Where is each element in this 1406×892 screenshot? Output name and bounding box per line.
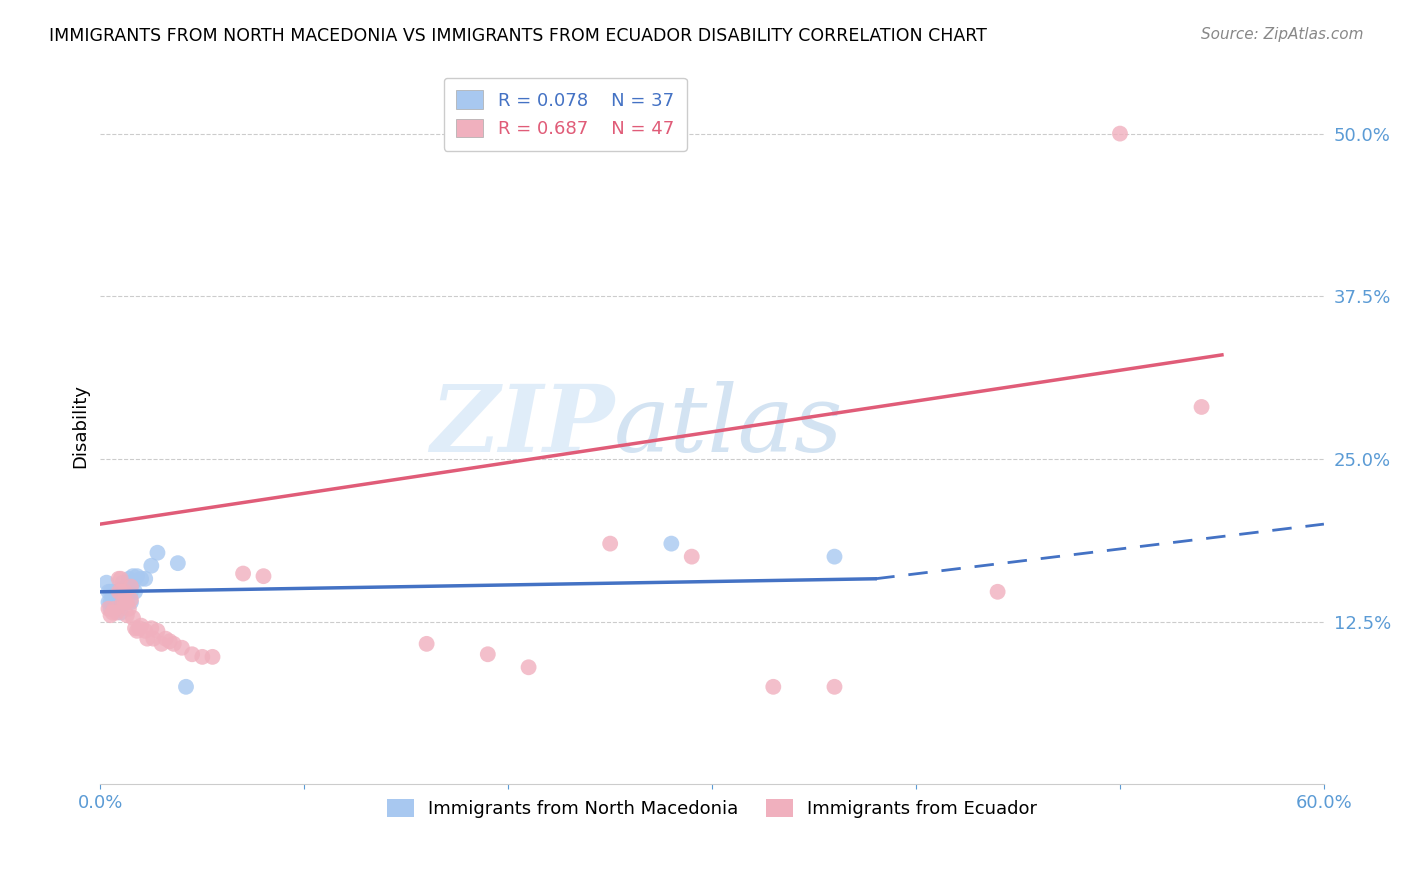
Point bbox=[517, 660, 540, 674]
Point bbox=[166, 556, 188, 570]
Point bbox=[114, 584, 136, 599]
Point bbox=[105, 606, 128, 620]
Point bbox=[987, 584, 1010, 599]
Point bbox=[762, 680, 785, 694]
Point bbox=[100, 584, 122, 599]
Point bbox=[142, 632, 165, 646]
Text: ZIP: ZIP bbox=[430, 382, 614, 472]
Point bbox=[107, 584, 129, 599]
Point bbox=[124, 621, 146, 635]
Point bbox=[111, 575, 134, 590]
Point bbox=[129, 618, 152, 632]
Point bbox=[136, 632, 159, 646]
Point bbox=[115, 608, 138, 623]
Point bbox=[681, 549, 703, 564]
Point bbox=[118, 572, 141, 586]
Point bbox=[118, 601, 141, 615]
Point bbox=[824, 549, 846, 564]
Point bbox=[114, 595, 136, 609]
Point bbox=[120, 580, 142, 594]
Point bbox=[96, 575, 118, 590]
Point bbox=[125, 624, 148, 638]
Point bbox=[824, 680, 846, 694]
Point bbox=[101, 606, 124, 620]
Point bbox=[110, 606, 132, 620]
Point bbox=[115, 580, 138, 594]
Point bbox=[124, 584, 146, 599]
Point bbox=[125, 569, 148, 583]
Point bbox=[100, 595, 122, 609]
Point bbox=[150, 637, 173, 651]
Point bbox=[415, 637, 437, 651]
Y-axis label: Disability: Disability bbox=[72, 384, 89, 468]
Point bbox=[122, 575, 145, 590]
Point bbox=[181, 647, 204, 661]
Text: Source: ZipAtlas.com: Source: ZipAtlas.com bbox=[1201, 27, 1364, 42]
Point bbox=[159, 634, 181, 648]
Point bbox=[146, 624, 169, 638]
Point bbox=[1109, 127, 1132, 141]
Point bbox=[114, 575, 136, 590]
Point bbox=[104, 601, 127, 615]
Point bbox=[174, 680, 197, 694]
Point bbox=[107, 584, 129, 599]
Text: atlas: atlas bbox=[614, 382, 844, 472]
Point bbox=[100, 601, 122, 615]
Point bbox=[141, 621, 163, 635]
Point bbox=[110, 584, 132, 599]
Point bbox=[122, 569, 145, 583]
Point bbox=[122, 611, 145, 625]
Text: IMMIGRANTS FROM NORTH MACEDONIA VS IMMIGRANTS FROM ECUADOR DISABILITY CORRELATIO: IMMIGRANTS FROM NORTH MACEDONIA VS IMMIG… bbox=[49, 27, 987, 45]
Point bbox=[134, 572, 156, 586]
Point bbox=[101, 584, 124, 599]
Point bbox=[232, 566, 254, 581]
Point bbox=[105, 601, 128, 615]
Point bbox=[599, 536, 621, 550]
Point bbox=[105, 584, 128, 599]
Point bbox=[101, 595, 124, 609]
Legend: Immigrants from North Macedonia, Immigrants from Ecuador: Immigrants from North Macedonia, Immigra… bbox=[380, 792, 1045, 825]
Point bbox=[191, 649, 214, 664]
Point bbox=[252, 569, 274, 583]
Point bbox=[97, 601, 120, 615]
Point bbox=[201, 649, 224, 664]
Point bbox=[170, 640, 193, 655]
Point bbox=[100, 608, 122, 623]
Point bbox=[107, 572, 129, 586]
Point bbox=[141, 558, 163, 573]
Point bbox=[110, 572, 132, 586]
Point bbox=[104, 584, 127, 599]
Point bbox=[105, 592, 128, 607]
Point bbox=[111, 595, 134, 609]
Point bbox=[134, 624, 156, 638]
Point bbox=[146, 546, 169, 560]
Point bbox=[477, 647, 499, 661]
Point bbox=[1191, 400, 1213, 414]
Point bbox=[120, 592, 142, 607]
Point bbox=[659, 536, 682, 550]
Point bbox=[104, 598, 127, 612]
Point bbox=[107, 595, 129, 609]
Point bbox=[155, 632, 177, 646]
Point bbox=[110, 598, 132, 612]
Point bbox=[110, 589, 132, 603]
Point bbox=[115, 595, 138, 609]
Point bbox=[120, 595, 142, 609]
Point bbox=[110, 582, 132, 597]
Point bbox=[129, 572, 152, 586]
Point bbox=[97, 584, 120, 599]
Point bbox=[163, 637, 186, 651]
Point bbox=[128, 621, 150, 635]
Point bbox=[97, 595, 120, 609]
Point bbox=[120, 584, 142, 599]
